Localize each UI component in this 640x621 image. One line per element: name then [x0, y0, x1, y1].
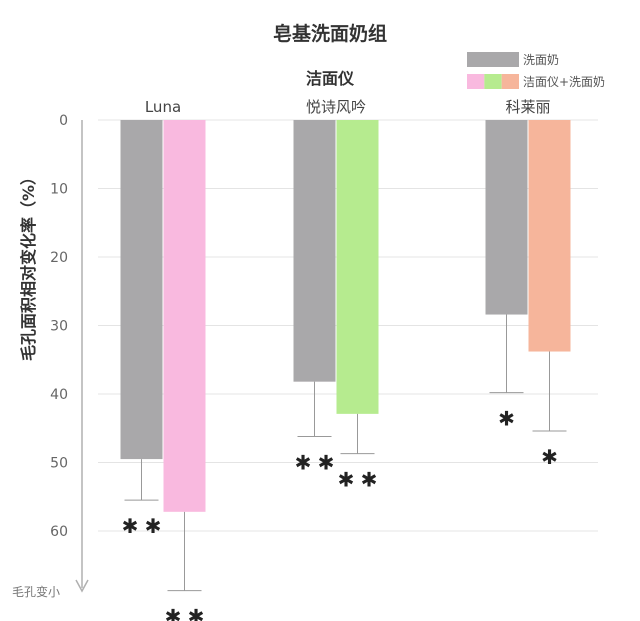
category-label: 科莱丽 [505, 98, 550, 116]
y-tick-labels: 0 10 20 30 40 50 60 [50, 113, 68, 540]
bars [120, 120, 571, 512]
significance-mark: ✱ [541, 445, 558, 469]
bar [120, 120, 163, 460]
category-label: Luna [145, 98, 181, 116]
y-tick-label: 60 [50, 524, 68, 540]
y-axis-arrow [75, 120, 89, 593]
legend-swatch [467, 52, 519, 67]
legend-label: 洗面奶 [523, 53, 559, 67]
y-tick-label: 40 [50, 387, 68, 403]
y-tick-label: 30 [50, 319, 68, 335]
significance-mark: ✱ ✱ [122, 514, 162, 538]
category-group-label: 洁面仪 [306, 69, 355, 88]
bar [336, 120, 379, 414]
legend-swatch [467, 74, 485, 89]
legend-swatch [484, 74, 502, 89]
y-tick-label: 0 [59, 113, 68, 129]
significance-mark: ✱ [498, 407, 515, 431]
chart-title: 皂基洗面奶组 [273, 22, 387, 45]
significance-mark: ✱ ✱ [295, 450, 335, 474]
significance-mark: ✱ ✱ [165, 605, 205, 621]
significance-marks: ✱ ✱✱ ✱✱ ✱✱ ✱✱✱ [122, 407, 558, 621]
bar [163, 120, 206, 512]
legend-label: 洁面仪+洗面奶 [523, 75, 605, 89]
y-tick-label: 20 [50, 250, 68, 266]
y-tick-label: 50 [50, 456, 68, 472]
y-axis-label: 毛孔面积相对变化率（%） [19, 169, 38, 361]
error-bars [124, 314, 567, 592]
legend-swatch [501, 74, 519, 89]
bar [485, 120, 528, 315]
y-tick-label: 10 [50, 182, 68, 198]
bar [293, 120, 336, 382]
category-label: 悦诗风吟 [306, 98, 366, 116]
y-direction-label: 毛孔变小 [12, 584, 60, 599]
category-labels: Luna 悦诗风吟 科莱丽 [145, 98, 551, 116]
significance-mark: ✱ ✱ [338, 468, 378, 492]
bar [528, 120, 571, 352]
